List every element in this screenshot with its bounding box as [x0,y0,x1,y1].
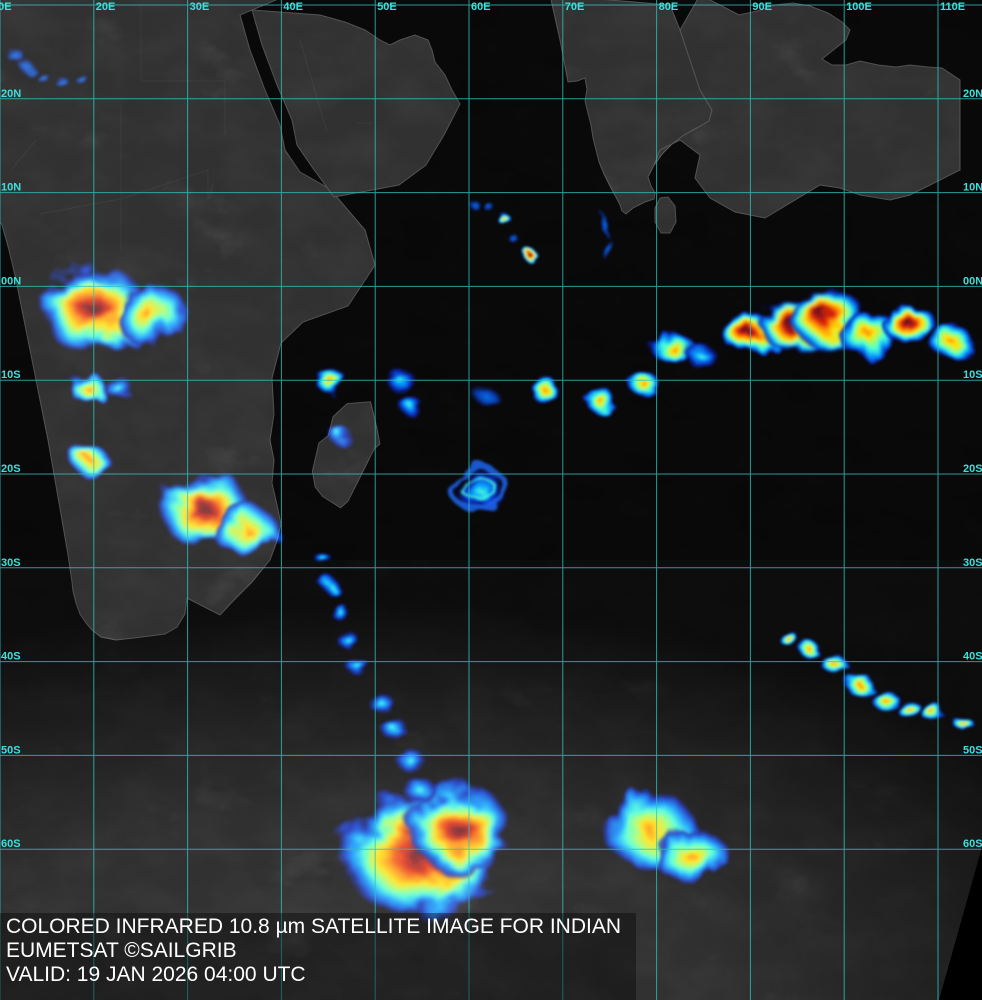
svg-text:50S: 50S [963,744,982,756]
svg-text:30E: 30E [190,1,210,13]
svg-text:20S: 20S [1,463,21,475]
svg-text:10S: 10S [963,369,982,381]
svg-text:10S: 10S [1,369,21,381]
svg-text:60S: 60S [963,838,982,850]
svg-text:100E: 100E [846,1,872,13]
svg-text:VALID: 19 JAN 2026 04:00 UTC: VALID: 19 JAN 2026 04:00 UTC [6,963,306,986]
svg-text:20N: 20N [1,88,21,100]
svg-text:80E: 80E [659,1,679,13]
svg-text:20S: 20S [963,463,982,475]
svg-text:40S: 40S [963,651,982,663]
svg-text:50S: 50S [1,744,21,756]
svg-text:70E: 70E [565,1,585,13]
svg-text:90E: 90E [752,1,772,13]
svg-text:60E: 60E [471,1,491,13]
svg-text:EUMETSAT ©SAILGRIB: EUMETSAT ©SAILGRIB [6,939,237,962]
svg-text:COLORED INFRARED 10.8 µm SATEL: COLORED INFRARED 10.8 µm SATELLITE IMAGE… [6,915,621,938]
svg-text:40S: 40S [1,651,21,663]
svg-text:10N: 10N [1,182,21,194]
svg-text:40E: 40E [283,1,303,13]
svg-text:20E: 20E [96,1,116,13]
svg-text:30S: 30S [1,557,21,569]
svg-text:110E: 110E [940,1,965,13]
svg-text:10N: 10N [963,182,982,194]
svg-text:00N: 00N [963,275,982,287]
svg-text:30S: 30S [963,557,982,569]
svg-text:00N: 00N [1,275,21,287]
svg-text:10E: 10E [0,1,12,13]
svg-text:60S: 60S [1,838,21,850]
svg-text:50E: 50E [377,1,397,13]
svg-text:20N: 20N [963,88,982,100]
